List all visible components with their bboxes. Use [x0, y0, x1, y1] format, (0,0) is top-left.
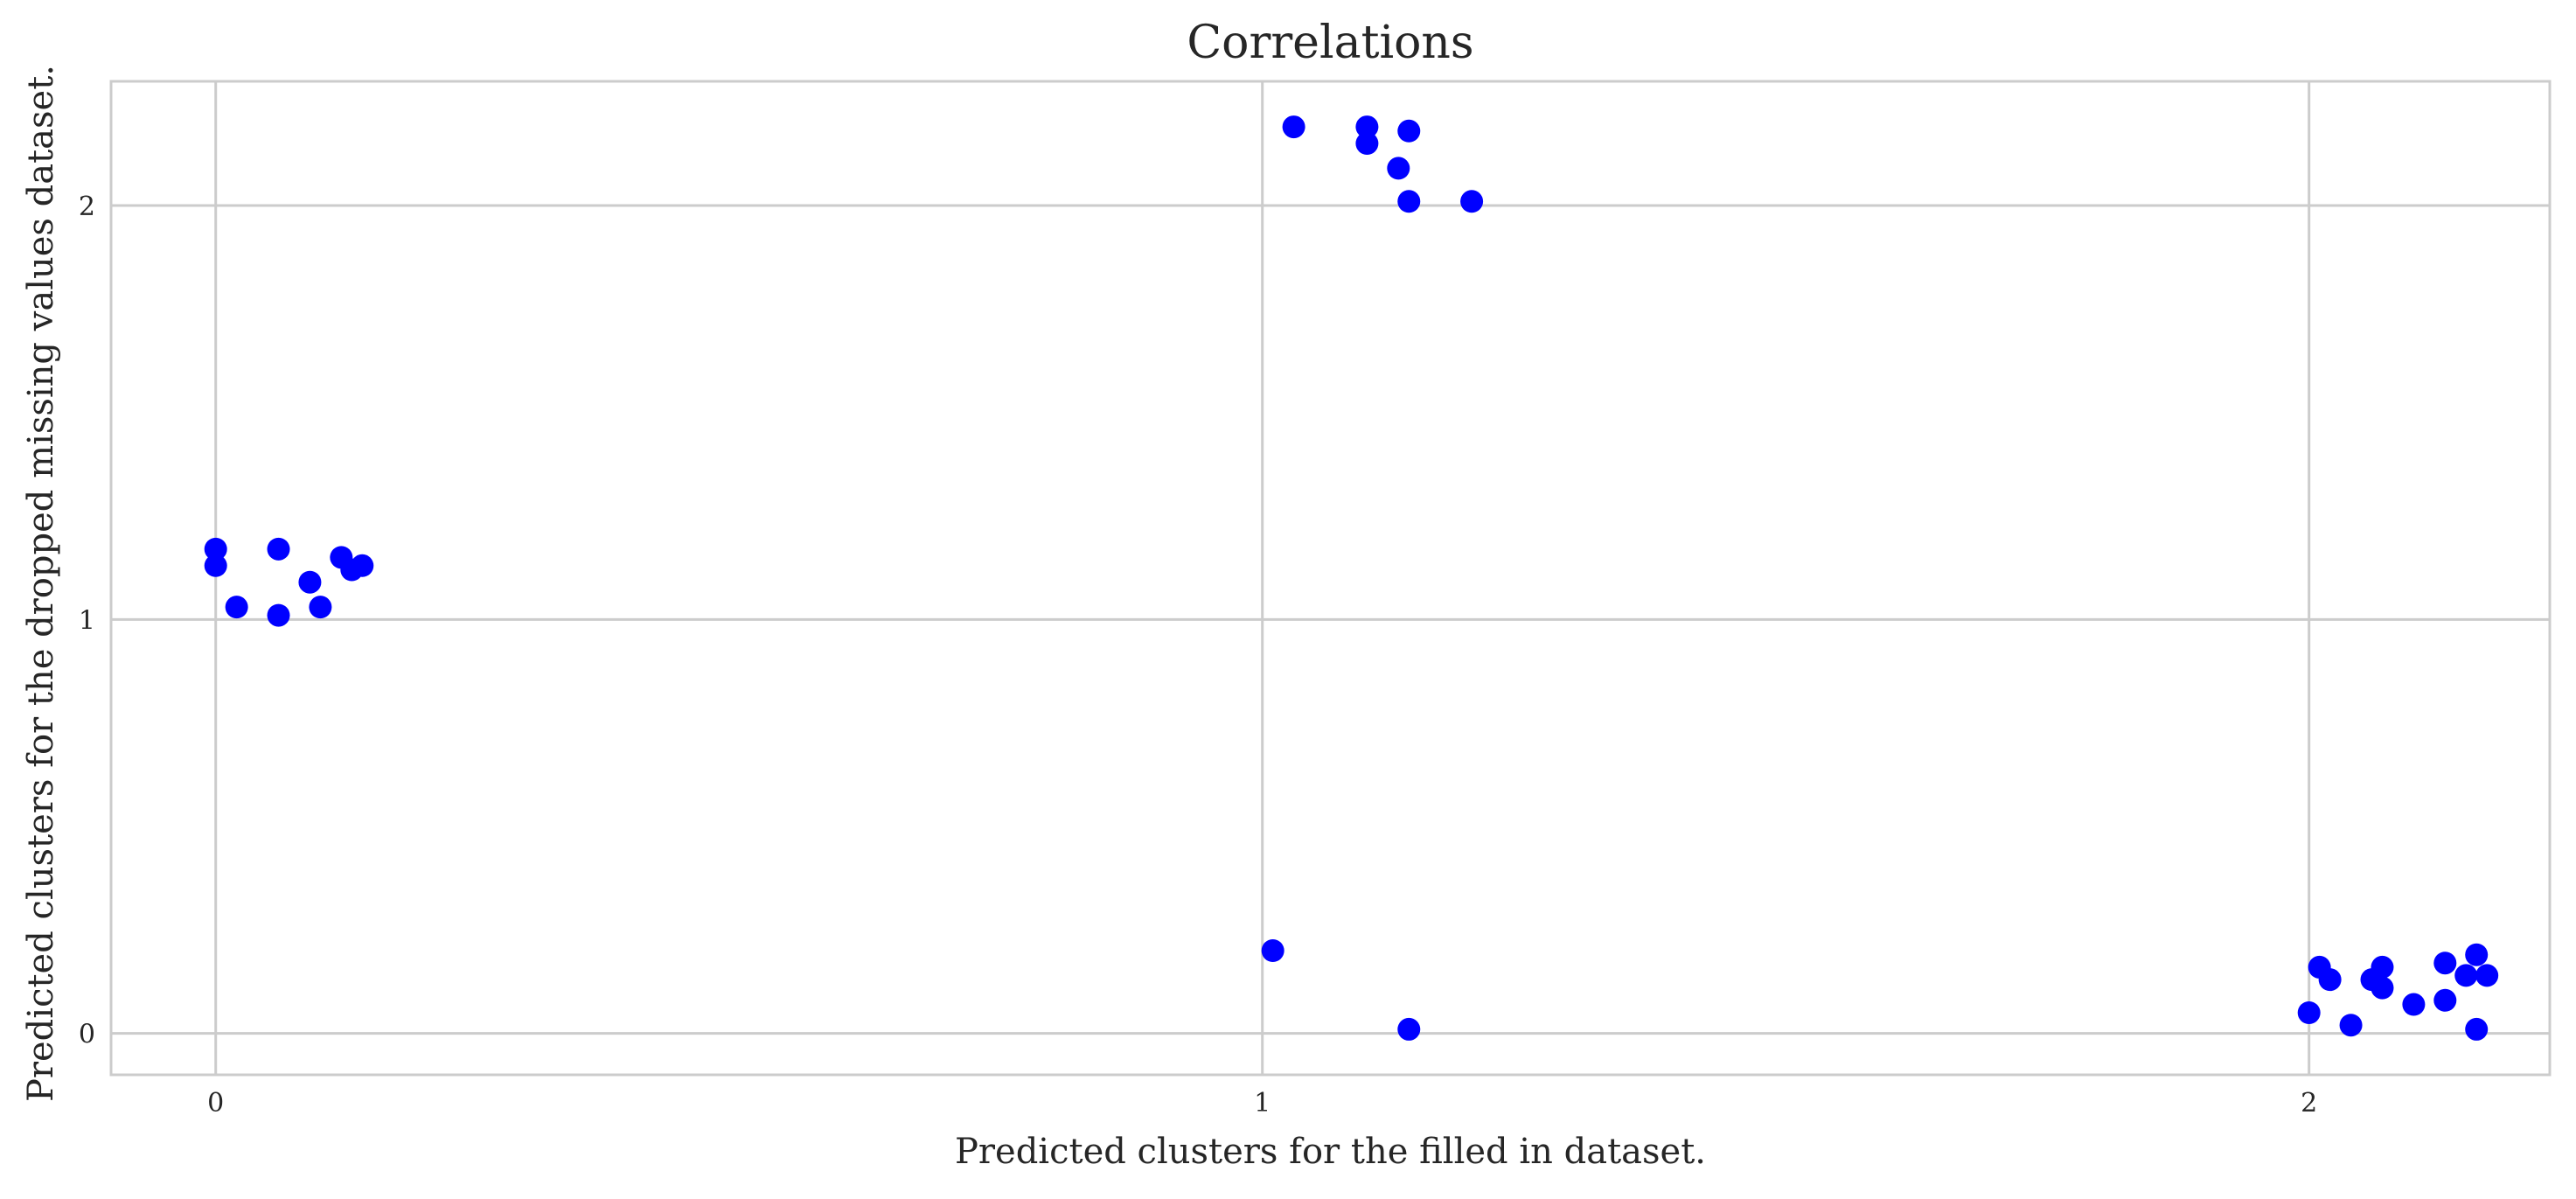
scatter-point — [1355, 115, 1379, 139]
x-tick-label: 1 — [1254, 1088, 1271, 1119]
scatter-point — [2402, 993, 2426, 1016]
scatter-point — [2433, 988, 2457, 1012]
scatter-point — [267, 603, 290, 627]
scatter-point — [2475, 964, 2499, 987]
scatter-point — [204, 537, 227, 561]
scatter-point — [1387, 157, 1410, 180]
scatter-point — [267, 537, 290, 561]
scatter-point — [2433, 952, 2457, 975]
scatter-point — [351, 554, 374, 577]
y-tick-label: 2 — [79, 192, 95, 222]
y-axis-title: Predicted clusters for the dropped missi… — [21, 65, 61, 1102]
scatter-point — [204, 554, 227, 577]
scatter-point — [1397, 1017, 1421, 1041]
scatter-point — [2318, 968, 2342, 992]
scatter-points — [204, 115, 2499, 1041]
y-tick-labels: 0 1 2 — [79, 192, 95, 1050]
x-axis-title: Predicted clusters for the filled in dat… — [955, 1132, 1706, 1172]
scatter-point — [1460, 190, 1484, 213]
chart-title: Correlations — [1187, 17, 1473, 69]
scatter-point — [1397, 119, 1421, 143]
y-tick-label: 0 — [79, 1020, 95, 1050]
scatter-point — [1282, 115, 1305, 139]
scatter-point — [1397, 190, 1421, 213]
x-tick-labels: 0 1 2 — [207, 1088, 2317, 1119]
scatter-point — [2465, 1017, 2489, 1041]
scatter-point — [2371, 955, 2394, 979]
scatter-point — [2454, 964, 2478, 987]
scatter-point — [1355, 132, 1379, 155]
grid-lines — [111, 81, 2550, 1075]
scatter-point — [1261, 939, 1285, 962]
scatter-point — [225, 596, 248, 619]
scatter-point — [2465, 943, 2489, 966]
scatter-point — [2297, 1001, 2321, 1024]
scatter-point — [298, 570, 322, 594]
y-tick-label: 1 — [79, 605, 95, 636]
x-tick-label: 0 — [207, 1088, 224, 1119]
scatter-point — [2339, 1014, 2363, 1037]
plot-frame — [109, 80, 2552, 1077]
x-tick-label: 2 — [2301, 1088, 2317, 1119]
scatter-point — [309, 596, 332, 619]
scatter-point — [2371, 976, 2394, 1000]
